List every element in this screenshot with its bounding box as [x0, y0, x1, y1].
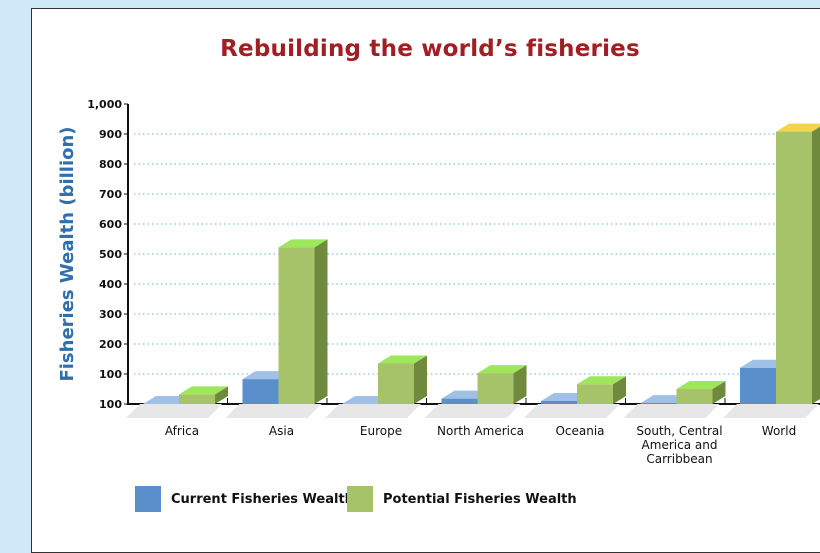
bar-potential-top — [378, 355, 427, 364]
bar-potential-front — [776, 131, 812, 404]
category-label: World — [762, 424, 796, 438]
y-tick-label: 100 — [99, 398, 122, 411]
bar-potential-top — [577, 376, 626, 385]
legend-label-potential: Potential Fisheries Wealth — [383, 491, 577, 507]
bar-potential-front — [378, 363, 414, 404]
bar-current-front — [640, 403, 677, 404]
bar-potential-top — [477, 365, 527, 374]
category-label: South, Central — [636, 424, 722, 438]
bar-potential-front — [676, 389, 713, 404]
y-tick-label: 800 — [99, 158, 122, 171]
legend-label-current: Current Fisheries Wealth — [171, 491, 354, 507]
bar-current-front — [441, 398, 478, 404]
category-label: Africa — [165, 424, 199, 438]
category-label: America and — [642, 438, 718, 452]
bar-potential-side — [314, 239, 328, 404]
bar-potential-front — [278, 247, 315, 404]
bar-potential-top — [278, 239, 328, 248]
floor-shadow — [225, 404, 322, 418]
bar-potential-side — [712, 381, 726, 404]
y-tick-label: 900 — [99, 128, 122, 141]
category-label: North America — [437, 424, 524, 438]
y-tick-label: 300 — [99, 308, 122, 321]
floor-shadow — [424, 404, 521, 418]
bar-current-front — [242, 379, 279, 404]
bar-potential-top — [179, 386, 228, 395]
floor-shadow — [126, 404, 222, 418]
y-axis-label: Fisheries Wealth (billion) — [57, 126, 78, 381]
y-tick-label: 1,000 — [87, 98, 122, 111]
category-label: Asia — [269, 424, 294, 438]
y-tick-label: 700 — [99, 188, 122, 201]
y-tick-label: 400 — [99, 278, 122, 291]
bar-potential-front — [477, 373, 514, 404]
legend-item-potential: Potential Fisheries Wealth — [347, 485, 577, 513]
bar-potential-top — [676, 381, 726, 389]
bar-potential-side — [812, 126, 820, 404]
y-tick-label: 500 — [99, 248, 122, 261]
y-tick-label: 100 — [99, 368, 122, 381]
legend-swatch-potential — [347, 486, 373, 512]
category-label: Europe — [360, 424, 402, 438]
floor-shadow — [623, 404, 720, 418]
category-label: Carribbean — [646, 452, 712, 466]
bar-current-front — [541, 401, 577, 404]
floor-shadow — [723, 404, 819, 418]
bar-current-front — [740, 367, 776, 404]
bar-potential-side — [613, 376, 626, 404]
legend-swatch-current — [135, 486, 161, 512]
chart-panel — [31, 8, 820, 553]
bar-potential-side — [215, 386, 228, 404]
y-tick-label: 600 — [99, 218, 122, 231]
y-tick-label: 200 — [99, 338, 122, 351]
floor-shadow — [325, 404, 421, 418]
bar-potential-front — [179, 394, 215, 404]
bar-potential-side — [513, 365, 527, 404]
bar-potential-front — [577, 384, 613, 404]
bar-potential-top — [776, 123, 820, 132]
category-label: Oceania — [555, 424, 604, 438]
bar-potential-side — [414, 355, 427, 404]
chart-title: Rebuilding the world’s fisheries — [220, 36, 640, 62]
legend-item-current: Current Fisheries Wealth — [135, 485, 354, 513]
floor-shadow — [524, 404, 620, 418]
